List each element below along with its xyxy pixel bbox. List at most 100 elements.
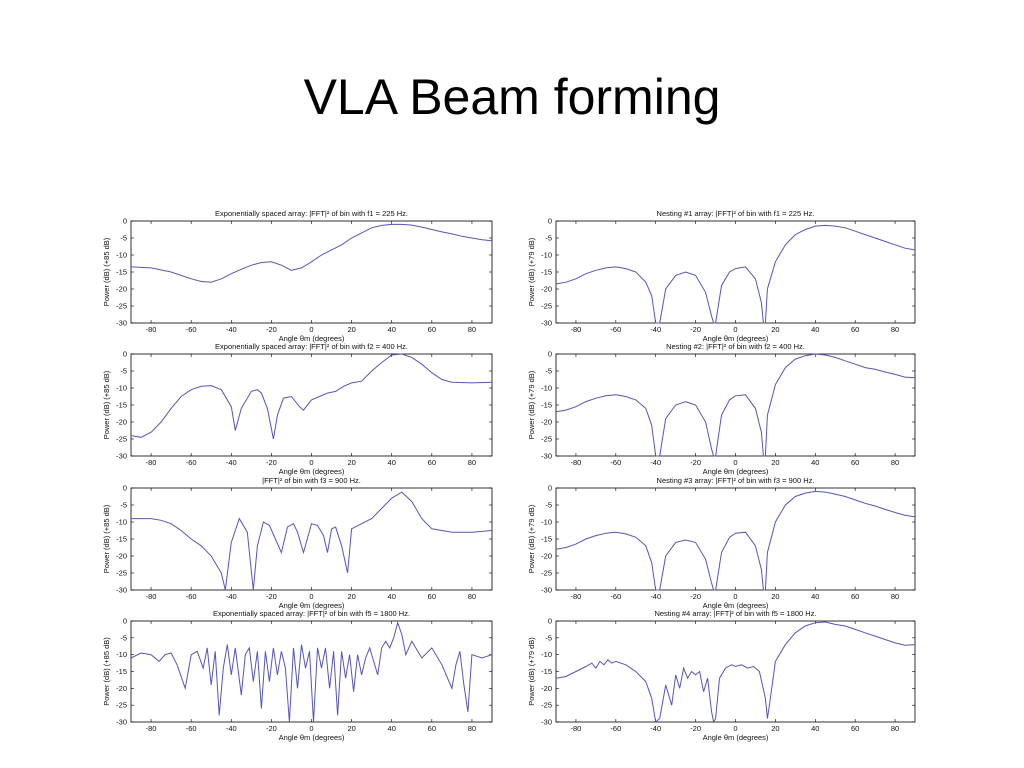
y-axis-label: Power (dB) (+85 dB) (102, 237, 111, 306)
x-tick-label: -80 (571, 592, 582, 601)
y-tick-label: -30 (116, 586, 127, 595)
y-tick-label: -15 (541, 667, 552, 676)
x-tick-label: 20 (771, 325, 779, 334)
chart-1: -80 -60 -40 -20 0 20 40 60 80 0 -5 -10 -15 -20 -25 -30 E… (102, 209, 493, 343)
x-tick-label: -40 (650, 724, 661, 733)
x-tick-label: 20 (347, 325, 355, 334)
x-tick-label: 40 (388, 724, 396, 733)
y-tick-label: -20 (116, 684, 127, 693)
y-tick-label: -20 (541, 285, 552, 294)
chart-5: -80 -60 -40 -20 0 20 40 60 80 0 -5 -10 -15 -20 -25 -30 N… (527, 209, 916, 343)
x-tick-label: 0 (733, 458, 737, 467)
y-tick-label: -30 (116, 718, 127, 727)
y-axis-label: Power (dB) (+79 dB) (527, 370, 536, 439)
y-tick-label: 0 (123, 217, 127, 226)
x-tick-label: 80 (891, 458, 899, 467)
x-tick-label: 20 (771, 458, 779, 467)
x-tick-label: 20 (771, 592, 779, 601)
x-tick-label: 60 (851, 458, 859, 467)
x-tick-label: -20 (266, 724, 277, 733)
x-tick-label: 60 (851, 724, 859, 733)
y-tick-label: -20 (541, 418, 552, 427)
plot-frame (555, 620, 916, 723)
y-tick-label: -5 (120, 234, 127, 243)
plot-frame (130, 220, 493, 324)
y-tick-label: 0 (548, 350, 552, 359)
y-tick-label: -10 (116, 251, 127, 260)
chart-title: Nesting #4 array: |FFT|² of bin with f5 … (654, 609, 816, 618)
x-tick-label: 60 (428, 458, 436, 467)
x-tick-label: -60 (186, 592, 197, 601)
x-axis-label: Angle θm (degrees) (279, 733, 345, 742)
x-tick-label: 40 (811, 724, 819, 733)
y-tick-label: -10 (116, 518, 127, 527)
chart-title: Exponentially spaced array: |FFT|² of bi… (215, 209, 408, 218)
y-tick-label: -25 (116, 569, 127, 578)
x-tick-label: 40 (388, 458, 396, 467)
y-tick-label: 0 (548, 484, 552, 493)
chart-title: Nesting #1 array: |FFT|² of bin with f1 … (657, 209, 815, 218)
x-tick-label: -40 (226, 458, 237, 467)
series-line (555, 353, 916, 457)
x-tick-label: -60 (610, 592, 621, 601)
y-tick-label: 0 (123, 484, 127, 493)
x-axis-label: Angle θm (degrees) (279, 467, 345, 476)
chart-6: -80 -60 -40 -20 0 20 40 60 80 0 -5 -10 -15 -20 -25 -30 N… (527, 342, 916, 476)
chart-title: Exponentially spaced array: |FFT|² of bi… (215, 342, 408, 351)
x-tick-label: -80 (146, 325, 157, 334)
y-tick-label: -10 (116, 650, 127, 659)
x-axis-label: Angle θm (degrees) (279, 601, 345, 610)
x-tick-label: -60 (610, 458, 621, 467)
x-tick-label: 60 (851, 325, 859, 334)
y-tick-label: -15 (116, 535, 127, 544)
x-tick-label: 60 (851, 592, 859, 601)
chart-8: -80 -60 -40 -20 0 20 40 60 80 0 -5 -10 -15 -20 -25 -30 N… (527, 609, 916, 742)
x-tick-label: -60 (186, 724, 197, 733)
x-tick-label: -20 (690, 592, 701, 601)
x-tick-label: 20 (347, 458, 355, 467)
x-tick-label: 40 (811, 458, 819, 467)
x-tick-label: -80 (571, 458, 582, 467)
y-tick-label: -10 (541, 518, 552, 527)
x-tick-label: 60 (428, 724, 436, 733)
x-axis-label: Angle θm (degrees) (703, 467, 769, 476)
y-tick-label: -10 (541, 650, 552, 659)
y-tick-label: -30 (541, 319, 552, 328)
x-tick-label: -40 (650, 592, 661, 601)
plot-frame (130, 353, 493, 457)
x-tick-label: 0 (309, 325, 313, 334)
y-tick-label: -15 (541, 401, 552, 410)
plot-frame (555, 487, 916, 591)
x-tick-label: 20 (347, 592, 355, 601)
x-axis-label: Angle θm (degrees) (703, 733, 769, 742)
x-tick-label: 0 (309, 592, 313, 601)
y-tick-label: -15 (541, 268, 552, 277)
y-tick-label: 0 (548, 617, 552, 626)
x-tick-label: -20 (690, 724, 701, 733)
x-tick-label: -20 (690, 458, 701, 467)
chart-7: -80 -60 -40 -20 0 20 40 60 80 0 -5 -10 -15 -20 -25 -30 N… (527, 476, 916, 610)
y-tick-label: -10 (541, 251, 552, 260)
x-tick-label: 40 (388, 325, 396, 334)
x-tick-label: 80 (468, 325, 476, 334)
y-tick-label: -30 (116, 319, 127, 328)
y-tick-label: -5 (120, 633, 127, 642)
y-tick-label: -5 (120, 501, 127, 510)
x-tick-label: -20 (266, 592, 277, 601)
chart-2: -80 -60 -40 -20 0 20 40 60 80 0 -5 -10 -15 -20 -25 -30 E… (102, 342, 493, 476)
x-tick-label: -80 (571, 724, 582, 733)
series-line (555, 490, 916, 591)
y-tick-label: -25 (541, 302, 552, 311)
y-tick-label: -15 (116, 401, 127, 410)
y-tick-label: 0 (548, 217, 552, 226)
y-tick-label: 0 (123, 350, 127, 359)
x-tick-label: -40 (226, 592, 237, 601)
x-tick-label: -40 (226, 325, 237, 334)
x-tick-label: -60 (610, 325, 621, 334)
y-axis-label: Power (dB) (+85 dB) (102, 504, 111, 573)
y-tick-label: -30 (541, 586, 552, 595)
series-line (555, 224, 916, 324)
chart-title: |FFT|² of bin with f3 = 900 Hz. (262, 476, 361, 485)
x-tick-label: 40 (388, 592, 396, 601)
